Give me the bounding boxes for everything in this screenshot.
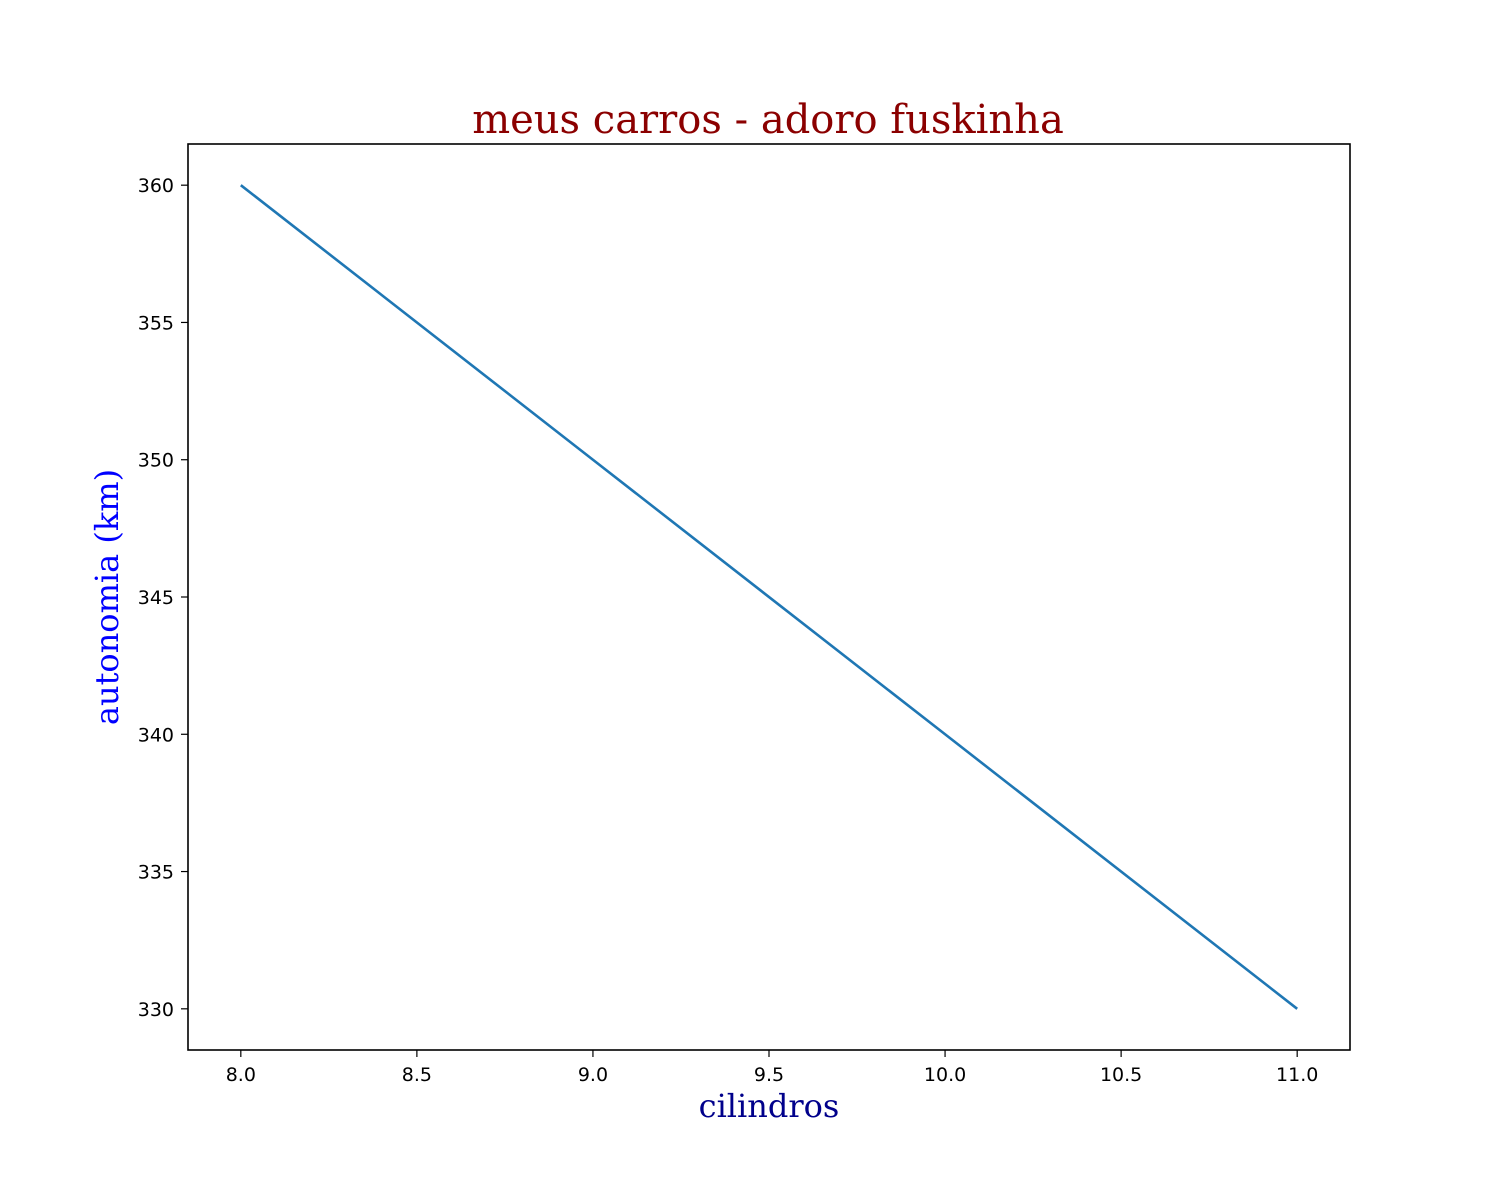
y-axis-label: autonomia (km) xyxy=(88,469,126,725)
x-axis: 8.0 8.5 9.0 9.5 10.0 10.5 11.0 xyxy=(226,1050,1318,1086)
x-tick-label: 8.5 xyxy=(402,1064,432,1086)
series-line xyxy=(240,184,1298,1010)
y-tick-label: 355 xyxy=(138,312,174,334)
y-tick-label: 335 xyxy=(138,862,174,884)
y-tick-label: 345 xyxy=(138,587,174,609)
y-tick-label: 360 xyxy=(138,175,174,197)
x-tick-label: 9.0 xyxy=(578,1064,608,1086)
y-axis: 330 335 340 345 350 355 360 xyxy=(138,175,188,1021)
y-tick-label: 340 xyxy=(138,724,174,746)
y-tick-label: 330 xyxy=(138,999,174,1021)
y-tick-label: 350 xyxy=(138,450,174,472)
x-tick-label: 11.0 xyxy=(1276,1064,1318,1086)
x-tick-label: 8.0 xyxy=(226,1064,256,1086)
chart-title: meus carros - adoro fuskinha xyxy=(472,97,1064,143)
series-group xyxy=(240,184,1298,1010)
x-tick-label: 9.5 xyxy=(754,1064,784,1086)
x-axis-label: cilindros xyxy=(699,1087,840,1125)
x-tick-label: 10.5 xyxy=(1100,1064,1142,1086)
x-tick-label: 10.0 xyxy=(924,1064,966,1086)
